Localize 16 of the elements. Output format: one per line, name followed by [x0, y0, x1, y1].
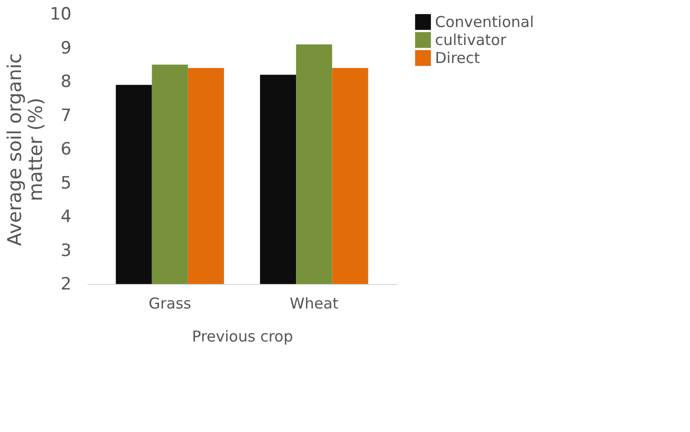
- x-tick-label: Grass: [148, 294, 192, 312]
- legend-label: cultivator: [435, 31, 508, 49]
- legend-label: Direct: [435, 49, 480, 67]
- y-tick-label: 6: [60, 140, 72, 160]
- y-tick-label: 4: [60, 207, 72, 227]
- y-tick-label: 8: [60, 72, 72, 92]
- y-tick-label: 10: [50, 4, 72, 24]
- y-tick-label: 2: [60, 274, 72, 294]
- y-tick-label: 7: [60, 106, 72, 126]
- legend-label: Conventional: [435, 13, 534, 31]
- x-axis-title: Previous crop: [192, 328, 293, 346]
- y-tick-label: 3: [60, 240, 72, 261]
- x-tick-label: Wheat: [290, 294, 339, 312]
- y-tick-label: 5: [60, 173, 72, 194]
- y-axis-title: Average soil organic matter (%): [4, 53, 47, 246]
- y-tick-label: 9: [60, 38, 72, 58]
